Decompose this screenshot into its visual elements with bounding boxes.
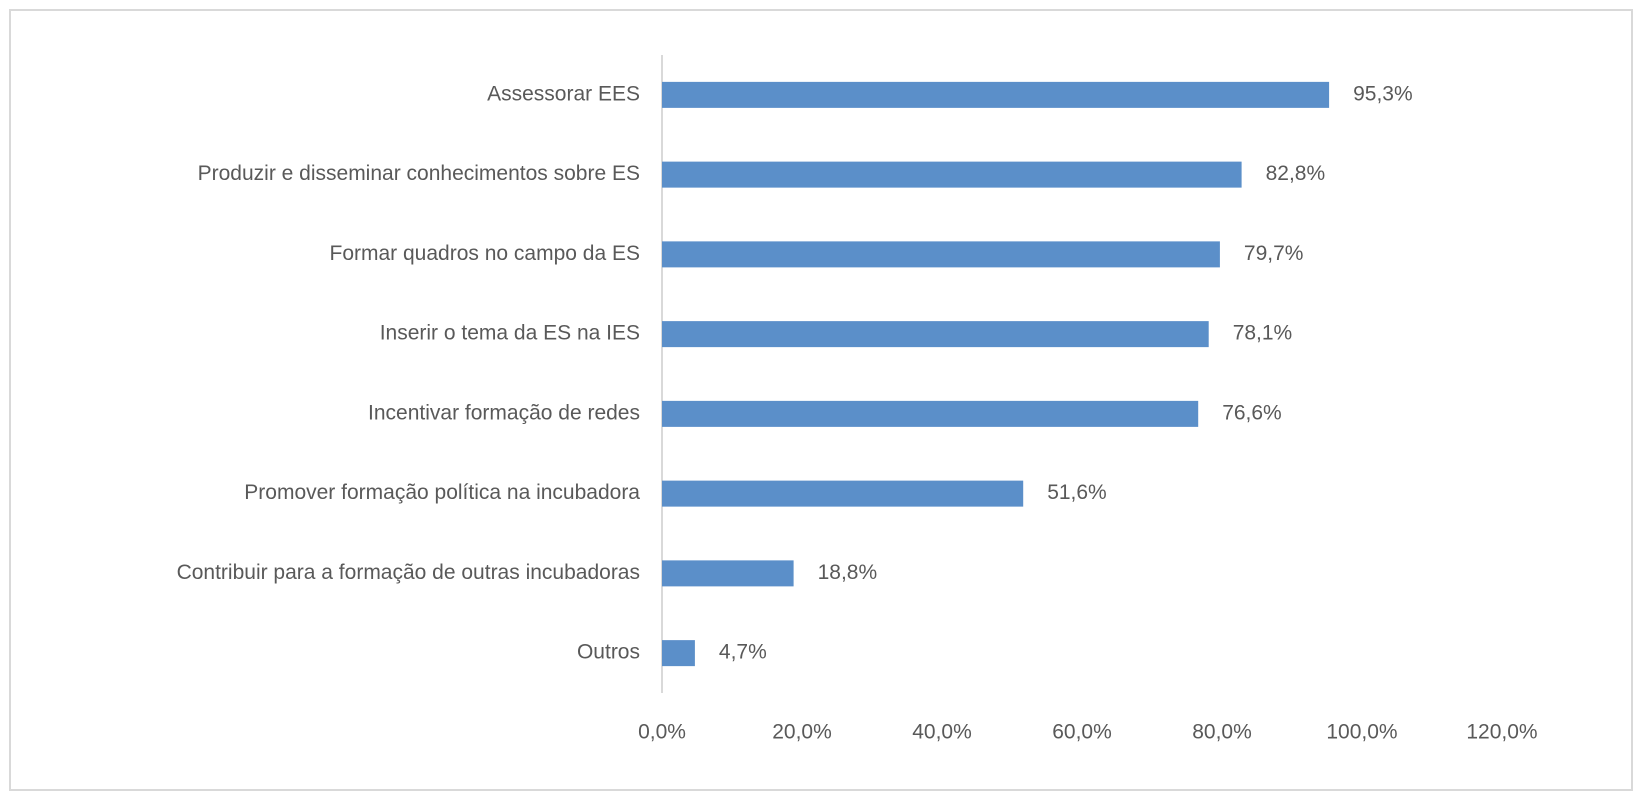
y-tick-label: Assessorar EES <box>487 82 640 105</box>
x-tick-label: 0,0% <box>638 721 686 744</box>
bar <box>662 321 1209 348</box>
chart-frame <box>9 9 1633 791</box>
data-label: 76,6% <box>1222 401 1282 424</box>
x-tick-label: 120,0% <box>1466 721 1537 744</box>
data-label: 4,7% <box>719 641 767 664</box>
bar <box>662 640 695 667</box>
bar <box>662 161 1242 188</box>
y-tick-label: Inserir o tema da ES na IES <box>380 322 640 345</box>
bar <box>662 560 794 587</box>
y-tick-label: Promover formação política na incubadora <box>244 481 640 504</box>
y-tick-label: Contribuir para a formação de outras inc… <box>177 561 640 584</box>
bar <box>662 480 1024 507</box>
y-tick-label: Incentivar formação de redes <box>368 401 640 424</box>
bar <box>662 241 1220 268</box>
data-label: 51,6% <box>1047 481 1107 504</box>
data-label: 18,8% <box>818 561 878 584</box>
y-tick-label: Formar quadros no campo da ES <box>330 242 641 265</box>
y-tick-label: Outros <box>577 641 640 664</box>
data-label: 82,8% <box>1266 162 1326 185</box>
x-tick-label: 60,0% <box>1052 721 1112 744</box>
x-tick-label: 80,0% <box>1192 721 1252 744</box>
data-label: 78,1% <box>1233 322 1293 345</box>
x-tick-label: 20,0% <box>772 721 832 744</box>
x-tick-label: 100,0% <box>1326 721 1397 744</box>
x-tick-label: 40,0% <box>912 721 972 744</box>
bar <box>662 81 1330 108</box>
data-label: 79,7% <box>1244 242 1304 265</box>
data-label: 95,3% <box>1353 82 1413 105</box>
bar <box>662 400 1199 427</box>
y-tick-label: Produzir e disseminar conhecimentos sobr… <box>198 162 640 185</box>
